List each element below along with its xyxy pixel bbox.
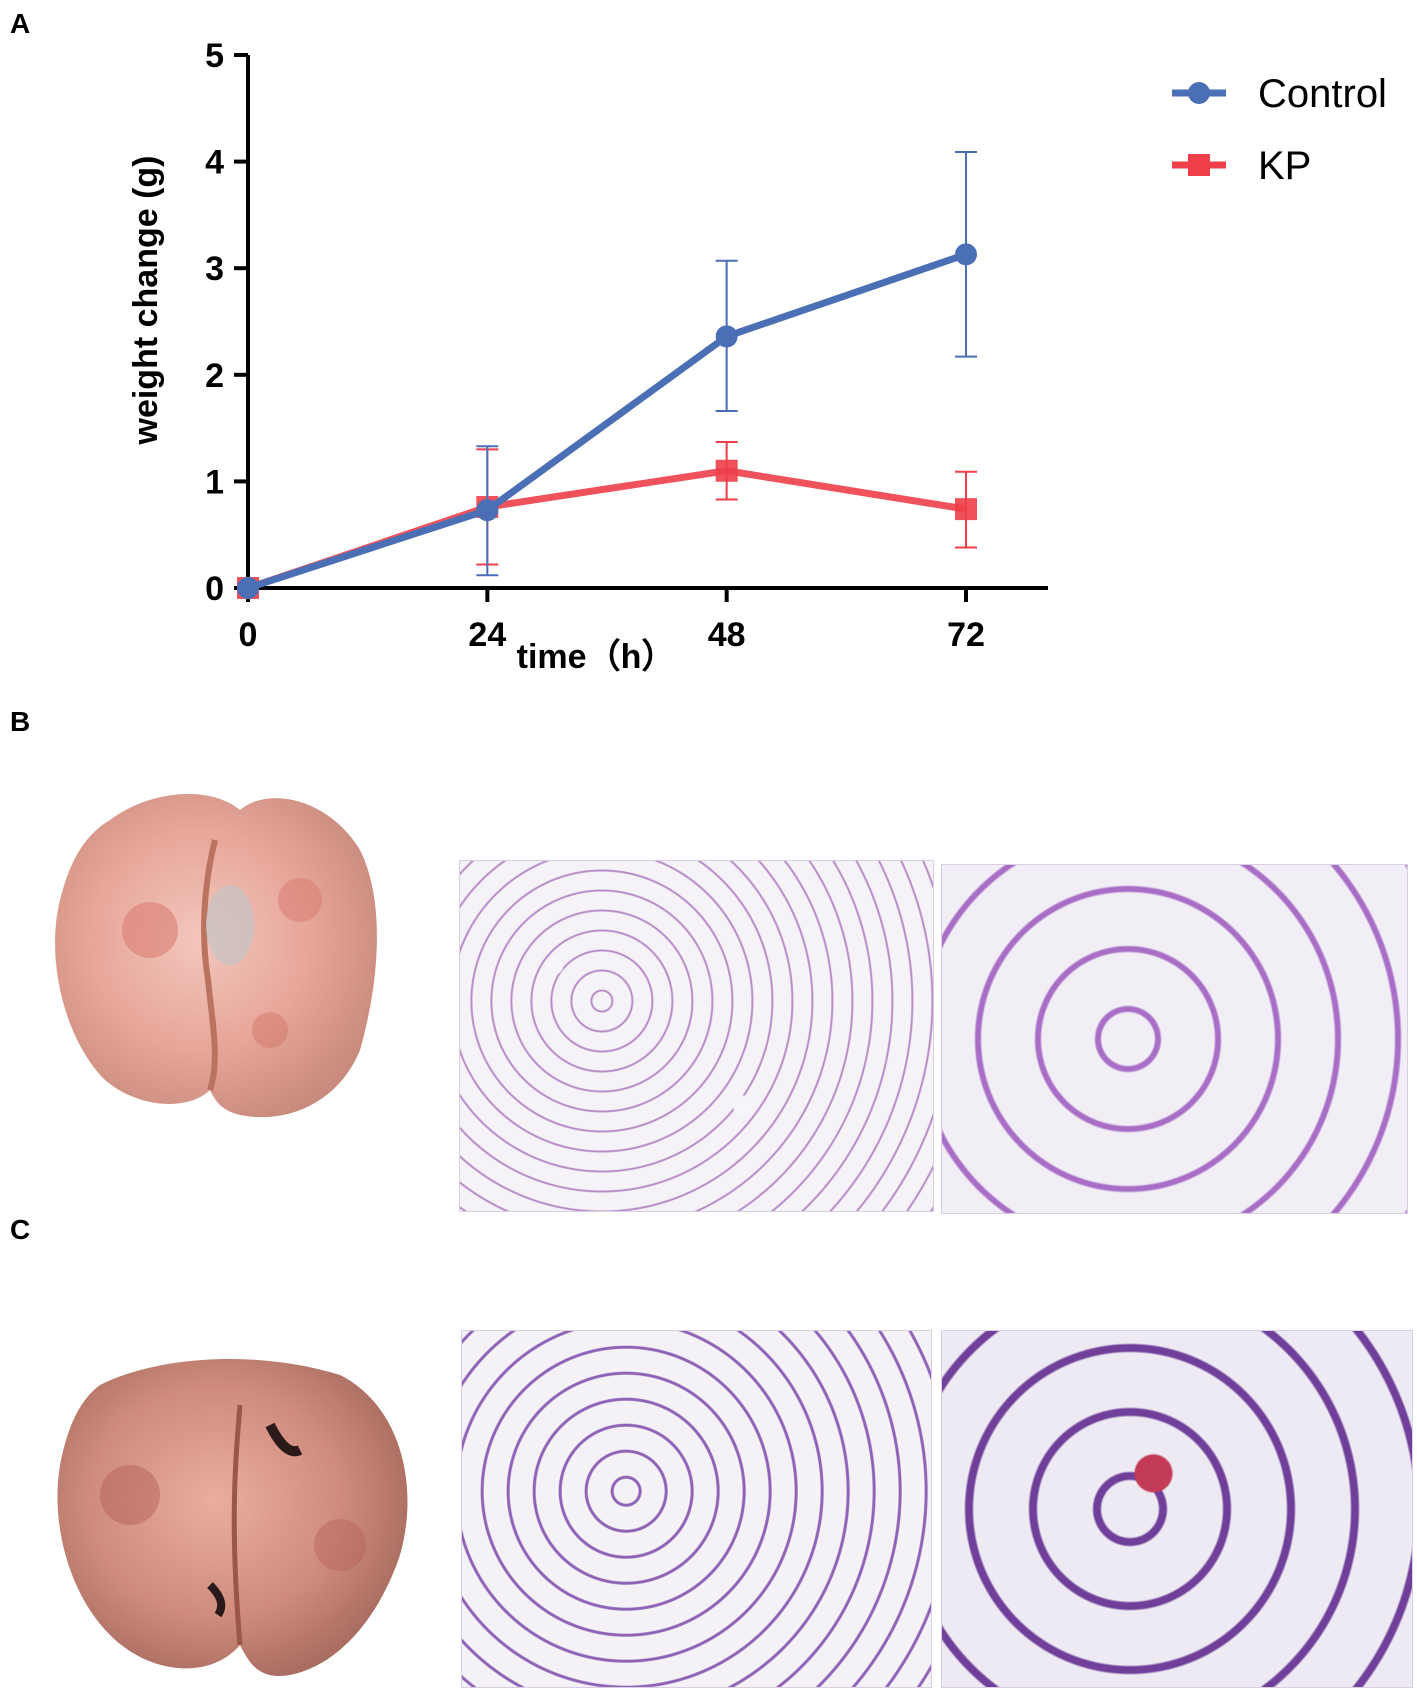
- x-tick-label: 72: [947, 616, 985, 654]
- legend-marker: [1188, 82, 1210, 104]
- data-point: [715, 459, 738, 482]
- x-tick-label: 48: [708, 616, 746, 654]
- panel-label-a: A: [10, 8, 31, 39]
- panel-c-histology-high-mag: [941, 1330, 1413, 1688]
- x-tick-label: 24: [468, 616, 506, 654]
- legend-item-kp: KP: [1172, 144, 1311, 188]
- panel-c-histology-low-mag: [461, 1330, 932, 1688]
- weight-change-chart: 0 1 2 3 4 5 0 24 48 72 Control KP time（h） weight c…: [127, 37, 1387, 676]
- series-line: [246, 467, 967, 592]
- panel-b-histology-high-mag: [941, 864, 1408, 1214]
- data-point: [715, 325, 738, 348]
- y-tick-label: 0: [205, 570, 224, 608]
- chart-legend: Control KP: [1172, 72, 1387, 188]
- chart-series: [237, 151, 977, 599]
- y-tick-label: 5: [205, 37, 224, 75]
- y-tick-label: 2: [205, 357, 224, 395]
- x-tick-label: 0: [239, 616, 258, 654]
- chart-axes: 0 1 2 3 4 5 0 24 48 72: [205, 37, 1048, 654]
- y-axis-label: weight change (g): [127, 156, 165, 446]
- series-kp: [237, 440, 977, 599]
- panel-label-c: C: [10, 1214, 31, 1245]
- y-tick-label: 1: [205, 463, 224, 501]
- x-axis-label: time（h）: [517, 637, 676, 676]
- panel-label-b: B: [10, 706, 31, 737]
- data-point: [476, 499, 499, 522]
- data-point: [955, 498, 977, 521]
- panel-b-histology-low-mag: [459, 860, 934, 1212]
- legend-marker: [1188, 154, 1210, 176]
- series-control: [237, 151, 977, 599]
- legend-label: Control: [1258, 72, 1387, 116]
- series-line: [246, 251, 968, 592]
- y-tick-label: 3: [205, 250, 224, 288]
- legend-label: KP: [1258, 144, 1311, 188]
- legend-item-control: Control: [1172, 72, 1387, 116]
- panel-b-lung-photo: [40, 780, 390, 1130]
- data-point: [955, 243, 977, 266]
- y-tick-label: 4: [205, 144, 224, 182]
- data-point: [237, 577, 259, 599]
- panel-c-lung-photo: [40, 1345, 420, 1685]
